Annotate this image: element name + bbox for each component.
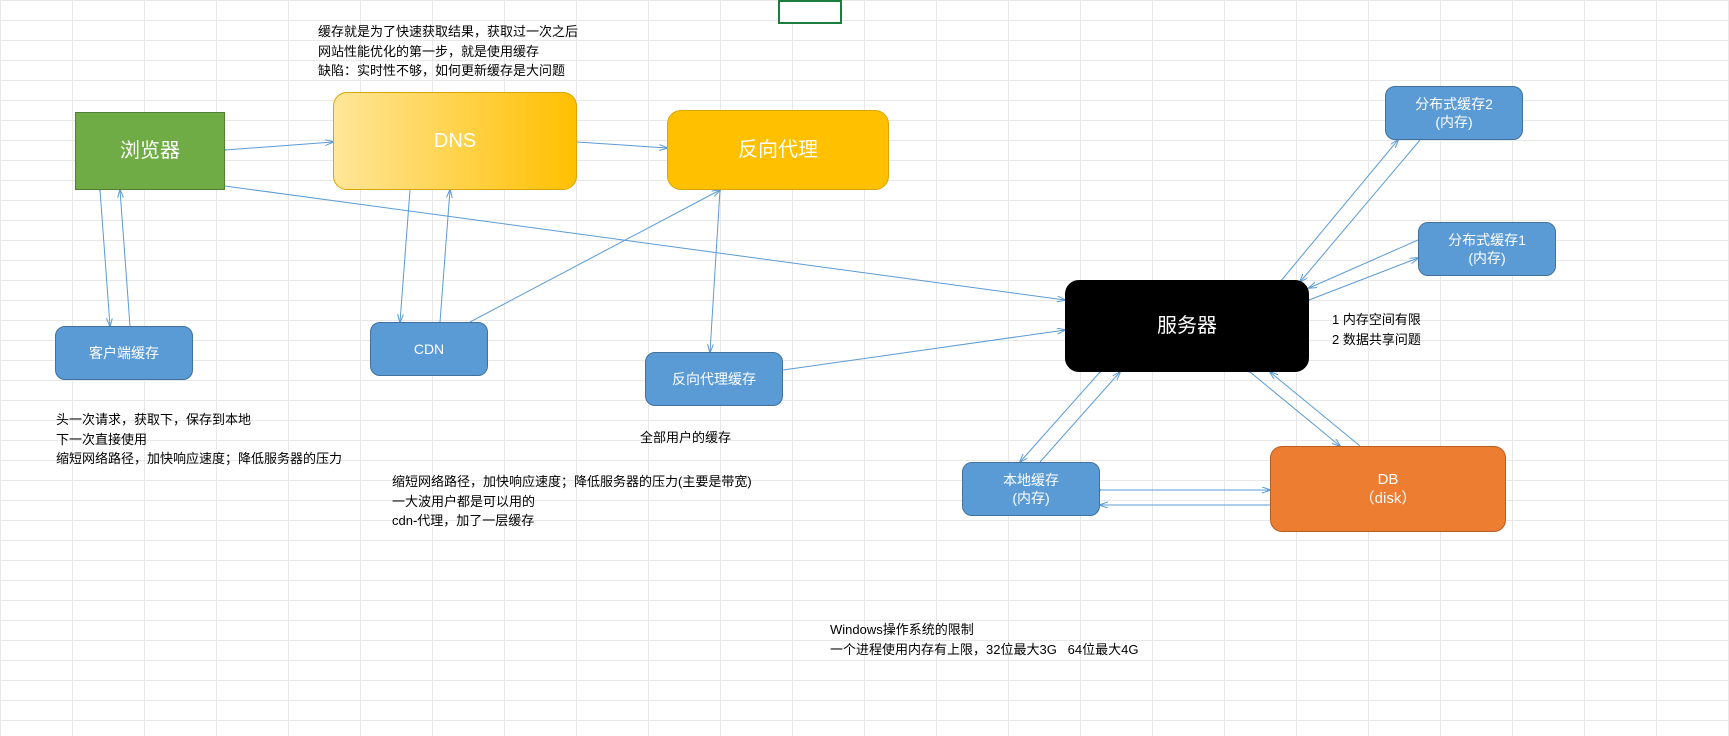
annotation-revproxy: 全部用户的缓存 [640, 428, 731, 448]
node-revproxy[interactable]: 反向代理 [667, 110, 889, 190]
node-browser[interactable]: 浏览器 [75, 112, 225, 190]
node-cdn[interactable]: CDN [370, 322, 488, 376]
node-localcache[interactable]: 本地缓存 (内存) [962, 462, 1100, 516]
node-dns[interactable]: DNS [333, 92, 577, 190]
node-clientcache[interactable]: 客户端缓存 [55, 326, 193, 380]
node-distcache1[interactable]: 分布式缓存1 (内存) [1418, 222, 1556, 276]
annotation-bottom: Windows操作系统的限制 一个进程使用内存有上限，32位最大3G 64位最大… [830, 620, 1138, 659]
annotation-server: 1 内存空间有限 2 数据共享问题 [1332, 310, 1421, 349]
node-distcache2[interactable]: 分布式缓存2 (内存) [1385, 86, 1523, 140]
selected-cell[interactable] [778, 0, 842, 24]
node-db[interactable]: DB （disk） [1270, 446, 1506, 532]
node-revproxycache[interactable]: 反向代理缓存 [645, 352, 783, 406]
annotation-client: 头一次请求，获取下，保存到本地 下一次直接使用 缩短网络路径，加快响应速度；降低… [56, 410, 342, 469]
annotation-cdn: 缩短网络路径，加快响应速度；降低服务器的压力(主要是带宽) 一大波用户都是可以用… [392, 472, 752, 531]
node-server[interactable]: 服务器 [1065, 280, 1309, 372]
annotation-top: 缓存就是为了快速获取结果，获取过一次之后 网站性能优化的第一步，就是使用缓存 缺… [318, 22, 578, 81]
